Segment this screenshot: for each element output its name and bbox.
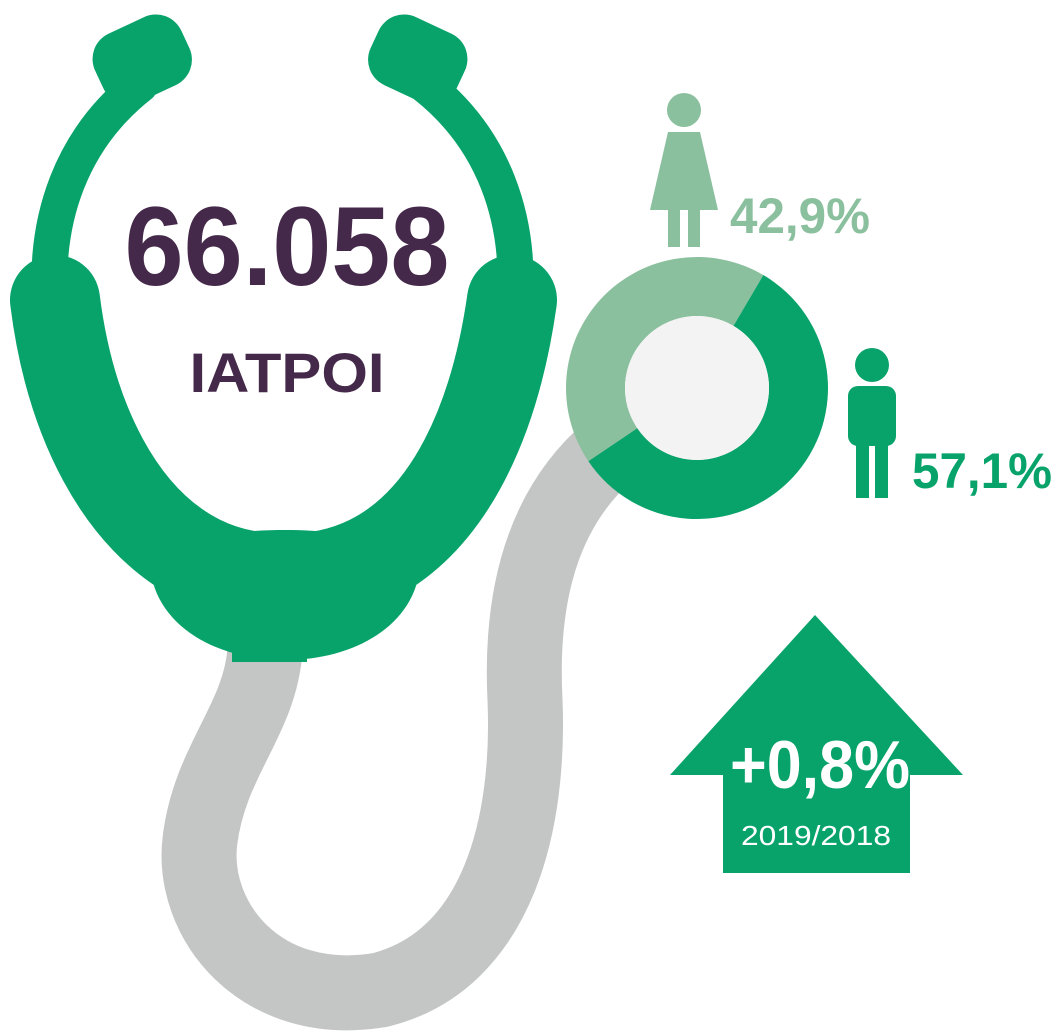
- male-share-label: 57,1%: [912, 443, 1052, 499]
- earpiece-left: [92, 14, 192, 105]
- donut-segment: [566, 257, 764, 462]
- female-share-label: 42,9%: [730, 188, 870, 244]
- donut-segment: [588, 275, 828, 519]
- yoke: [150, 530, 420, 660]
- tube: [161, 412, 648, 1031]
- male-icon: [848, 348, 896, 498]
- earpiece-right: [368, 14, 468, 105]
- female-icon: [650, 93, 718, 247]
- change-period: 2019/2018: [741, 820, 891, 851]
- donut: [566, 257, 828, 519]
- headline-label: IATPOI: [190, 341, 385, 404]
- change-arrow: [670, 615, 963, 873]
- donut-hole: [625, 316, 769, 460]
- change-value: +0,8%: [730, 727, 910, 803]
- yoke-neck: [232, 640, 307, 662]
- headline-value: 66.058: [125, 184, 450, 309]
